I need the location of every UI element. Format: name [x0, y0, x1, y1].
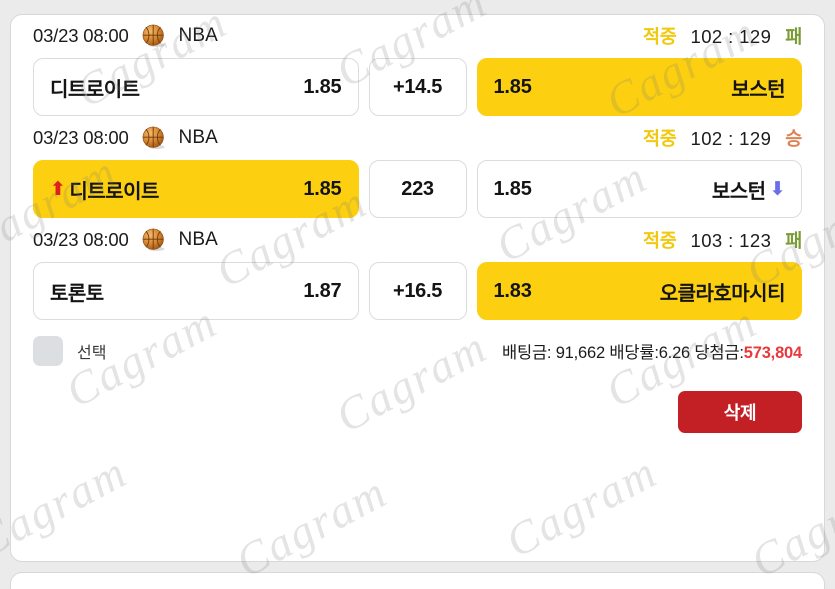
total-value-2[interactable]: 223 — [368, 160, 467, 218]
basketball-icon — [141, 125, 167, 151]
select-label: 선택 — [77, 345, 107, 362]
payout-value: 573,804 — [743, 344, 802, 362]
arrow-up-icon: ⬆ — [50, 178, 66, 200]
bet-row-3: 토론토 1.87 +16.5 1.83 오클라호마시티 — [11, 261, 824, 321]
team-name-away-1: 보스턴 — [731, 78, 785, 101]
bet-option-away-2[interactable]: 1.85 보스턴 ⬇ — [476, 160, 802, 218]
basketball-icon — [141, 227, 167, 253]
odds-total-value: 6.26 — [658, 344, 691, 362]
game-score: 102 : 129 — [690, 26, 772, 47]
game-header-2: 03/23 08:00 NBA 적중 102 : 129 승 — [11, 117, 824, 159]
team-label-away-2: 보스턴 — [711, 180, 766, 203]
team-name-home-2: ⬆ 디트로이트 — [50, 175, 159, 204]
team-name-home-3: 토론토 — [50, 282, 104, 305]
bet-option-away-3[interactable]: 1.83 오클라호마시티 — [476, 262, 802, 320]
handicap-label-3: +16.5 — [392, 279, 443, 302]
result-badge: 승 — [785, 128, 802, 149]
bet-row-2: ⬆ 디트로이트 1.85 223 1.85 보스턴 ⬇ — [11, 159, 824, 219]
slip-footer: 선택 배팅금: 91,662 배당률:6.26 당첨금:573,804 — [11, 325, 824, 377]
team-name-home-1: 디트로이트 — [50, 78, 140, 101]
delete-row: 삭제 — [11, 391, 824, 433]
game-score: 103 : 123 — [690, 230, 772, 251]
odds-away-1: 1.85 — [493, 75, 532, 98]
game-time: 03/23 08:00 — [33, 127, 129, 148]
select-checkbox[interactable] — [33, 336, 63, 366]
game-meta-2: 03/23 08:00 NBA — [33, 125, 218, 151]
bet-summary: 배팅금: 91,662 배당률:6.26 당첨금:573,804 — [502, 339, 802, 363]
payout-label: 당첨금: — [694, 344, 744, 362]
stake-value: 91,662 — [555, 344, 605, 362]
game-header-3: 03/23 08:00 NBA 적중 103 : 123 패 — [11, 219, 824, 261]
odds-away-3: 1.83 — [493, 279, 532, 302]
game-time: 03/23 08:00 — [33, 229, 129, 250]
game-meta-1: 03/23 08:00 — [33, 23, 218, 49]
league-name: NBA — [178, 229, 218, 250]
handicap-value-3[interactable]: +16.5 — [368, 262, 467, 320]
odds-away-2: 1.85 — [493, 177, 532, 200]
next-bet-slip-card[interactable] — [10, 572, 825, 589]
bet-option-home-2[interactable]: ⬆ 디트로이트 1.85 — [33, 160, 359, 218]
delete-button[interactable]: 삭제 — [678, 391, 802, 433]
hit-label: 적중 — [643, 26, 677, 47]
game-result-2: 적중 102 : 129 승 — [643, 125, 802, 151]
league-name: NBA — [178, 25, 218, 46]
game-result-3: 적중 103 : 123 패 — [643, 227, 802, 253]
team-name-away-2: 보스턴 ⬇ — [711, 175, 786, 204]
bet-option-away-1[interactable]: 1.85 보스턴 — [476, 58, 802, 116]
total-label-2: 223 — [401, 177, 434, 200]
game-score: 102 : 129 — [690, 128, 772, 149]
odds-total-label: 배당률: — [609, 344, 659, 362]
odds-home-3: 1.87 — [303, 279, 342, 302]
hit-label: 적중 — [643, 128, 677, 149]
bet-slip-card: 03/23 08:00 — [10, 14, 825, 562]
game-meta-3: 03/23 08:00 NBA — [33, 227, 218, 253]
stake-label: 배팅금: — [501, 344, 552, 362]
team-name-away-3: 오클라호마시티 — [659, 282, 786, 305]
game-time: 03/23 08:00 — [33, 25, 129, 46]
bet-row-1: 디트로이트 1.85 +14.5 1.85 보스턴 — [11, 57, 824, 117]
odds-home-2: 1.85 — [303, 177, 342, 200]
basketball-icon — [141, 23, 167, 49]
hit-label: 적중 — [643, 230, 677, 251]
arrow-down-icon: ⬇ — [769, 178, 786, 200]
odds-home-1: 1.85 — [303, 75, 342, 98]
bet-option-home-1[interactable]: 디트로이트 1.85 — [33, 58, 359, 116]
handicap-value-1[interactable]: +14.5 — [368, 58, 467, 116]
league-name: NBA — [178, 127, 218, 148]
team-label-home-2: 디트로이트 — [69, 180, 159, 203]
result-badge: 패 — [785, 26, 802, 47]
game-header-1: 03/23 08:00 — [11, 15, 824, 57]
bet-option-home-3[interactable]: 토론토 1.87 — [33, 262, 359, 320]
handicap-label-1: +14.5 — [392, 75, 443, 98]
game-result-1: 적중 102 : 129 패 — [643, 23, 802, 49]
result-badge: 패 — [785, 230, 802, 251]
